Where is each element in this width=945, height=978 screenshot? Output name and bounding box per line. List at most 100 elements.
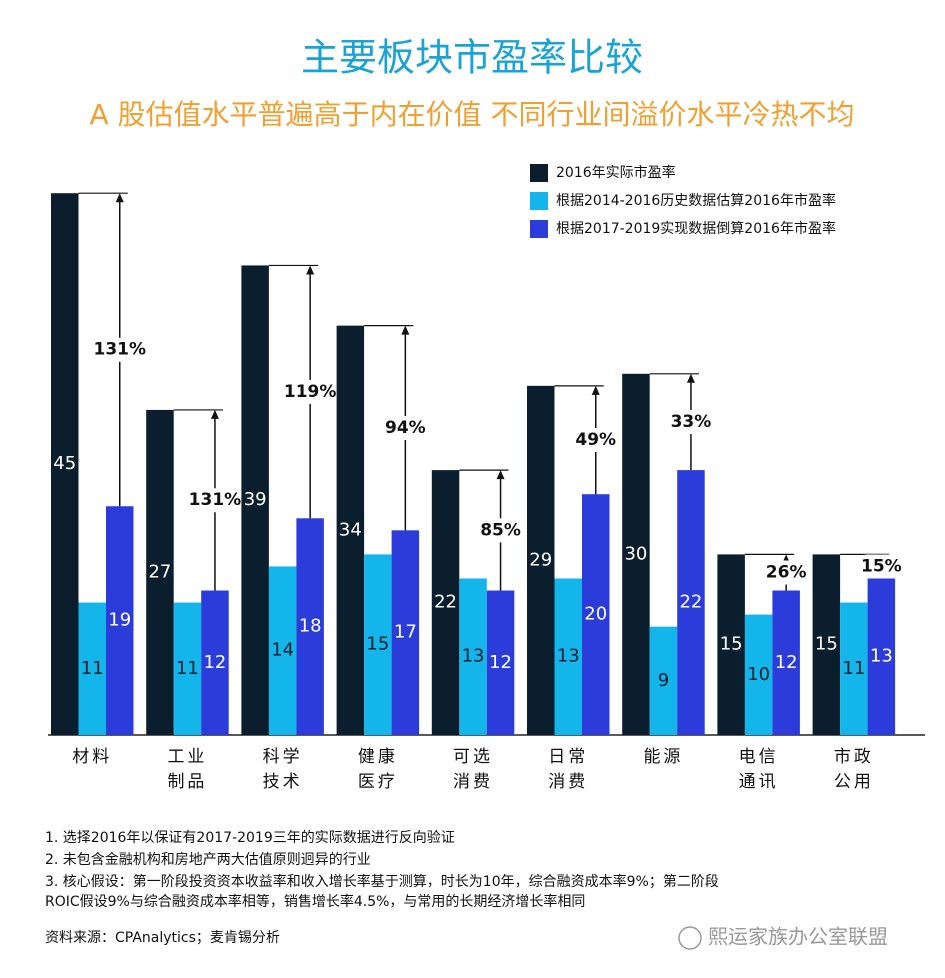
premium-label-bg	[760, 560, 813, 585]
premium-label: 119%	[284, 382, 337, 402]
bar	[146, 409, 174, 735]
chart-title: 主要板块市盈率比较	[301, 36, 643, 80]
x-tick-label: 市政 公用	[833, 747, 874, 792]
bar	[649, 626, 678, 735]
premium-label: 85%	[480, 520, 521, 540]
premium-label-bg	[664, 409, 717, 434]
legend-swatch	[530, 192, 548, 210]
bar	[173, 602, 202, 735]
bar	[554, 578, 582, 735]
value-label: 15	[366, 634, 389, 655]
bar	[268, 566, 297, 735]
arrow-head	[686, 373, 695, 383]
premium-label-bg	[474, 518, 527, 543]
bar	[486, 590, 515, 735]
chart-subtitle: A 股估值水平普遍高于内在价值 不同行业间溢价水平冷热不均	[90, 98, 855, 131]
bar	[106, 506, 134, 735]
note: 1. 选择2016年以保证有2017-2019三年的实际数据进行反向验证	[45, 830, 455, 846]
legend-label: 根据2014-2016历史数据估算2016年市盈率	[556, 192, 836, 209]
bar	[677, 470, 705, 735]
value-label: 39	[244, 489, 267, 510]
bar	[364, 554, 392, 735]
value-label: 10	[747, 664, 770, 685]
value-label: 13	[462, 646, 485, 667]
x-tick-label: 工业 制品	[167, 747, 208, 792]
premium-label: 26%	[766, 562, 807, 582]
premium-label: 131%	[93, 340, 146, 360]
value-label: 22	[679, 592, 702, 613]
value-label: 11	[842, 658, 865, 679]
bar	[459, 578, 487, 735]
watermark: 熙运家族办公室联盟	[708, 925, 888, 949]
value-label: 11	[81, 658, 104, 679]
x-tick-label: 科学 技术	[262, 747, 303, 792]
bar	[51, 193, 79, 735]
legend-swatch	[530, 164, 548, 182]
bar	[241, 265, 269, 735]
bar	[391, 530, 420, 735]
value-label: 18	[299, 616, 322, 637]
arrow-head	[115, 193, 124, 203]
bar	[336, 325, 365, 735]
premium-label-bg	[188, 488, 241, 513]
premium-label: 49%	[575, 430, 616, 450]
premium-label: 33%	[671, 412, 712, 432]
premium-label-bg	[93, 337, 146, 362]
value-label: 27	[148, 561, 171, 582]
x-tick-label: 可选 消费	[453, 747, 494, 792]
bar	[296, 518, 324, 735]
arrow-head	[401, 325, 410, 335]
value-label: 12	[489, 652, 512, 673]
bar	[527, 385, 555, 735]
value-label: 12	[775, 652, 798, 673]
value-label: 13	[870, 646, 893, 667]
bar	[840, 602, 868, 735]
value-label: 20	[584, 604, 607, 625]
x-tick-label: 材料	[72, 747, 113, 767]
value-label: 34	[339, 519, 362, 540]
bar	[78, 602, 106, 735]
x-tick-label: 日常 消费	[548, 747, 589, 792]
value-label: 22	[434, 592, 457, 613]
watermark-icon	[678, 926, 702, 950]
value-label: 15	[815, 634, 838, 655]
legend-swatch	[530, 220, 548, 238]
premium-label-bg	[284, 379, 337, 404]
arrow-head	[496, 470, 505, 480]
premium-label-bg	[379, 415, 432, 440]
arrow-head	[591, 385, 600, 395]
value-label: 19	[108, 610, 131, 631]
note: 3. 核心假设：第一阶段投资资本收益率和收入增长率基于测算，时长为10年，综合融…	[45, 873, 719, 890]
bar	[812, 554, 841, 735]
premium-label-bg	[569, 428, 622, 453]
bar	[772, 590, 800, 735]
value-label: 13	[557, 646, 580, 667]
x-tick-label: 能源	[643, 747, 684, 767]
bar	[717, 554, 745, 735]
x-tick-label: 电信 通讯	[738, 747, 779, 792]
legend-label: 根据2017-2019实现数据倒算2016年市盈率	[556, 220, 836, 237]
value-label: 45	[53, 453, 76, 474]
value-label: 9	[658, 670, 669, 691]
legend-label: 2016年实际市盈率	[556, 164, 676, 181]
premium-label-bg	[855, 554, 908, 579]
bar	[622, 373, 650, 735]
value-label: 30	[624, 543, 647, 564]
arrow-head	[210, 409, 219, 419]
value-label: 15	[720, 634, 743, 655]
bar	[867, 578, 896, 735]
note: ROIC假设9%与综合融资成本率相等，销售增长率4.5%，与常用的长期经济增长率…	[45, 893, 585, 910]
value-label: 29	[529, 549, 552, 570]
value-label: 14	[271, 640, 294, 661]
value-label: 17	[394, 622, 417, 643]
premium-label: 131%	[189, 490, 242, 510]
bar	[431, 470, 460, 735]
bar	[744, 614, 773, 735]
value-label: 11	[176, 658, 199, 679]
premium-label: 15%	[861, 556, 902, 576]
x-tick-label: 健康 医疗	[357, 747, 398, 792]
value-label: 12	[203, 652, 226, 673]
premium-label: 94%	[385, 418, 426, 438]
